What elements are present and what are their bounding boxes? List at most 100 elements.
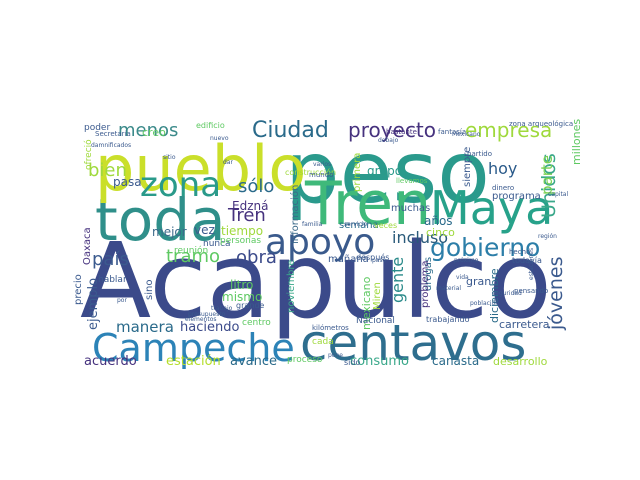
cloud-word: creo	[142, 126, 166, 139]
cloud-word: gente	[388, 257, 407, 303]
cloud-word: kilómetros	[312, 324, 349, 332]
cloud-word: reunión	[174, 245, 208, 256]
cloud-word: presupuesto	[188, 311, 226, 318]
cloud-word: estación	[166, 354, 221, 369]
cloud-word: nuevo	[210, 135, 229, 142]
cloud-word: nunca	[203, 239, 231, 249]
cloud-word: bastante	[386, 128, 417, 136]
cloud-word: servicio	[344, 221, 367, 228]
cloud-word: cinco	[426, 226, 455, 239]
cloud-word: cada	[312, 337, 334, 347]
cloud-word: información	[289, 185, 301, 244]
cloud-word: grande	[236, 301, 264, 310]
cloud-word: mundo	[309, 171, 333, 179]
cloud-word: Acapulco	[80, 220, 552, 342]
cloud-word: pensando	[514, 287, 548, 295]
cloud-word: pueblo	[95, 132, 306, 205]
cloud-word: capital	[548, 191, 568, 198]
cloud-word: Campeche	[92, 326, 295, 370]
cloud-word: varios	[313, 161, 331, 168]
cloud-word: proceso	[287, 355, 323, 365]
cloud-word: hoy	[488, 159, 517, 178]
cloud-word: zona arqueológica	[509, 120, 573, 128]
cloud-word: Mexicano	[452, 131, 481, 138]
cloud-word: manera	[116, 318, 174, 336]
cloud-word: próximo	[454, 257, 479, 264]
cloud-word: gobierno	[430, 233, 540, 262]
cloud-word: damnificados	[91, 142, 131, 149]
cloud-word: millones	[570, 119, 583, 165]
cloud-word: años	[424, 214, 453, 228]
cloud-word: población	[470, 300, 499, 307]
cloud-word: mexicano	[360, 276, 373, 330]
cloud-word: por	[117, 297, 127, 304]
cloud-word: construcción	[285, 167, 336, 177]
cloud-word: litro	[230, 278, 253, 292]
cloud-word: grupo	[367, 164, 402, 178]
cloud-word: Tren	[304, 169, 431, 239]
cloud-word: primera	[352, 153, 363, 192]
cloud-word: parte	[538, 155, 556, 195]
cloud-word: ejemplo	[86, 278, 101, 330]
cloud-word: apoyo	[265, 222, 375, 263]
cloud-word: país	[92, 249, 129, 270]
cloud-word: familia	[302, 221, 323, 228]
cloud-word: carretera	[499, 318, 550, 331]
cloud-word: programa	[492, 191, 541, 202]
cloud-word: dar	[223, 159, 233, 166]
cloud-word: estaciones	[528, 248, 535, 280]
cloud-word: tiempo	[221, 224, 263, 238]
cloud-word: trabajando	[426, 315, 470, 324]
cloud-word: siempre	[462, 147, 473, 187]
cloud-word: Edzná	[232, 199, 268, 213]
cloud-word: elementos	[185, 316, 217, 323]
cloud-word: hecho	[509, 248, 530, 256]
cloud-word: poder	[84, 123, 110, 133]
cloud-word: consumo	[350, 354, 409, 369]
cloud-word: sino	[144, 280, 155, 300]
cloud-word: centavos	[300, 314, 526, 372]
cloud-word: noviembre	[286, 260, 297, 313]
cloud-word: sido	[344, 358, 360, 367]
cloud-word: Ciudad	[252, 118, 329, 143]
cloud-word: muchas	[391, 203, 430, 214]
cloud-word: después	[356, 252, 389, 262]
cloud-word: desarrollo	[493, 355, 548, 368]
cloud-word: Tren	[227, 205, 266, 226]
cloud-word: semana	[339, 220, 379, 231]
cloud-word: Maya	[430, 181, 553, 235]
cloud-word: empresa	[465, 118, 552, 142]
cloud-word: diciembre	[488, 268, 501, 323]
cloud-word: mejor	[152, 225, 187, 239]
cloud-word: haciendo	[180, 320, 239, 335]
cloud-word: Secretaría	[95, 130, 131, 138]
cloud-word: centro	[242, 318, 271, 328]
cloud-word: proyecto	[348, 118, 436, 142]
cloud-word: jóvenes	[545, 257, 567, 331]
cloud-word: sólo	[238, 176, 274, 197]
cloud-word: bien	[88, 160, 127, 181]
cloud-word: pasa	[113, 175, 142, 189]
cloud-word: obra	[236, 247, 277, 268]
cloud-word: tramo	[166, 246, 220, 267]
cloud-word: vez	[194, 223, 215, 237]
cloud-word: personas	[220, 236, 261, 246]
cloud-word: trabajo	[211, 305, 233, 312]
cloud-word: debajo	[378, 137, 399, 144]
cloud-word: pone	[328, 352, 343, 359]
cloud-word: partido	[467, 150, 492, 158]
cloud-word: avance	[230, 354, 277, 369]
cloud-word: gran	[466, 275, 491, 288]
cloud-word: material	[436, 285, 461, 292]
cloud-word: incluso	[392, 228, 448, 247]
cloud-word: mañana	[328, 254, 369, 265]
cloud-word: todavía	[512, 256, 542, 265]
cloud-word: vida	[456, 274, 469, 281]
cloud-word: drogas	[423, 257, 434, 291]
cloud-word: seguridad	[492, 290, 522, 297]
cloud-word: toda	[95, 186, 226, 254]
cloud-word: veces	[374, 221, 397, 230]
cloud-word: Miren	[372, 282, 383, 310]
cloud-word: hablar	[98, 275, 127, 285]
